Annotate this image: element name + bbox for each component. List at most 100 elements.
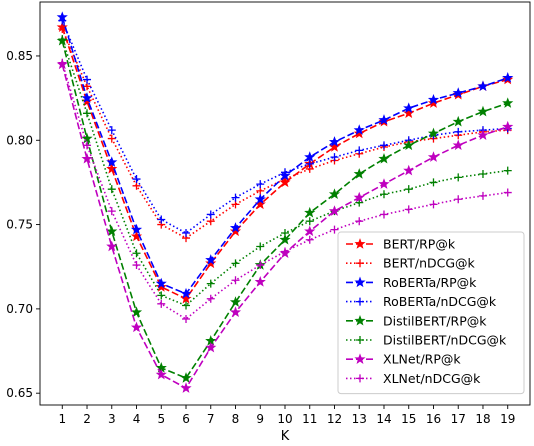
data-point — [477, 129, 489, 140]
data-point — [130, 306, 143, 317]
data-point — [502, 120, 514, 132]
data-point — [106, 240, 118, 252]
data-point — [180, 292, 192, 304]
data-point — [106, 163, 118, 174]
legend-marker — [354, 238, 366, 249]
data-point — [58, 58, 67, 67]
data-point — [404, 205, 413, 214]
data-point — [378, 178, 390, 189]
data-point — [477, 105, 489, 117]
data-point — [305, 217, 314, 226]
legend-entry: XLNet/nDCG@k — [346, 371, 481, 386]
x-tick-label: 17 — [451, 412, 466, 426]
data-point — [328, 188, 341, 199]
x-tick-label: 9 — [256, 412, 264, 426]
data-point — [206, 294, 215, 303]
legend-box — [337, 231, 525, 395]
data-point — [429, 200, 438, 209]
data-point — [452, 115, 464, 127]
x-tick-label: 14 — [376, 412, 391, 426]
y-tick-label: 0.75 — [6, 218, 33, 232]
data-point — [182, 301, 191, 310]
legend-label: XLNet/nDCG@k — [383, 371, 481, 386]
data-point — [229, 296, 242, 307]
y-axis-ticks: 0.65 0.70 0.75 0.80 0.85 — [6, 49, 40, 400]
data-point — [130, 230, 143, 242]
data-point — [231, 193, 240, 202]
data-point — [180, 372, 192, 383]
legend-entry: BERT/RP@k — [346, 237, 456, 252]
data-point — [157, 215, 166, 224]
data-point — [353, 191, 365, 203]
data-point — [231, 276, 240, 285]
legend: BERT/RP@k BERT/nDCG@k RoBERTa/RP@k RoBERTa/… — [337, 231, 525, 395]
data-point — [328, 141, 341, 152]
data-point — [403, 139, 415, 151]
data-point — [83, 82, 92, 91]
data-point — [429, 178, 438, 187]
legend-label: RoBERTa/RP@k — [383, 275, 477, 290]
data-point — [281, 229, 289, 238]
x-tick-label: 2 — [83, 412, 91, 426]
data-point — [281, 247, 289, 256]
y-tick-label: 0.70 — [6, 302, 33, 316]
data-point — [256, 261, 265, 270]
x-axis-label: K — [281, 429, 290, 444]
data-point — [454, 127, 463, 136]
y-tick-label: 0.85 — [6, 49, 33, 63]
data-point — [305, 235, 314, 244]
x-tick-label: 11 — [302, 412, 317, 426]
data-point — [328, 136, 341, 147]
data-point — [454, 195, 463, 204]
legend-entry: BERT/nDCG@k — [346, 256, 476, 271]
data-point — [454, 173, 463, 182]
x-tick-label: 4 — [133, 412, 141, 426]
data-point — [155, 277, 167, 289]
data-point — [304, 206, 316, 218]
legend-label: DistilBERT/nDCG@k — [383, 333, 507, 348]
x-tick-label: 15 — [401, 412, 416, 426]
x-tick-label: 10 — [277, 412, 292, 426]
data-point — [256, 242, 265, 251]
data-point — [254, 193, 266, 205]
legend-label: BERT/nDCG@k — [383, 256, 476, 271]
series-layer — [56, 11, 514, 393]
data-point — [304, 225, 316, 237]
data-point — [81, 152, 93, 164]
legend-marker — [354, 276, 366, 288]
x-axis-ticks: 1 2 3 4 5 6 7 8 9 10 11 12 13 14 15 16 17 18 19 — [58, 405, 515, 426]
data-point — [427, 151, 440, 162]
data-point — [256, 180, 265, 189]
data-point — [155, 281, 167, 292]
data-point — [427, 93, 440, 105]
data-point — [132, 249, 141, 258]
data-point — [107, 134, 116, 143]
x-tick-label: 16 — [426, 412, 441, 426]
data-point — [328, 205, 341, 216]
data-point — [205, 257, 217, 269]
data-point — [231, 259, 240, 268]
data-point — [205, 254, 217, 265]
data-point — [353, 127, 365, 139]
data-point — [231, 200, 240, 209]
x-tick-label: 13 — [352, 412, 367, 426]
data-point — [206, 210, 215, 219]
data-point — [206, 217, 215, 226]
data-point — [379, 141, 388, 150]
data-point — [206, 279, 215, 288]
data-point — [355, 146, 364, 155]
data-point — [452, 87, 464, 98]
series-7 — [58, 58, 512, 324]
data-point — [330, 153, 339, 162]
data-point — [254, 276, 266, 287]
x-tick-label: 12 — [327, 412, 342, 426]
data-point — [305, 159, 314, 168]
data-point — [353, 168, 365, 179]
data-point — [478, 169, 487, 178]
x-tick-label: 6 — [182, 412, 190, 426]
data-point — [58, 16, 67, 25]
data-point — [330, 225, 339, 234]
data-point — [155, 368, 167, 380]
legend-label: DistilBERT/RP@k — [383, 313, 487, 328]
